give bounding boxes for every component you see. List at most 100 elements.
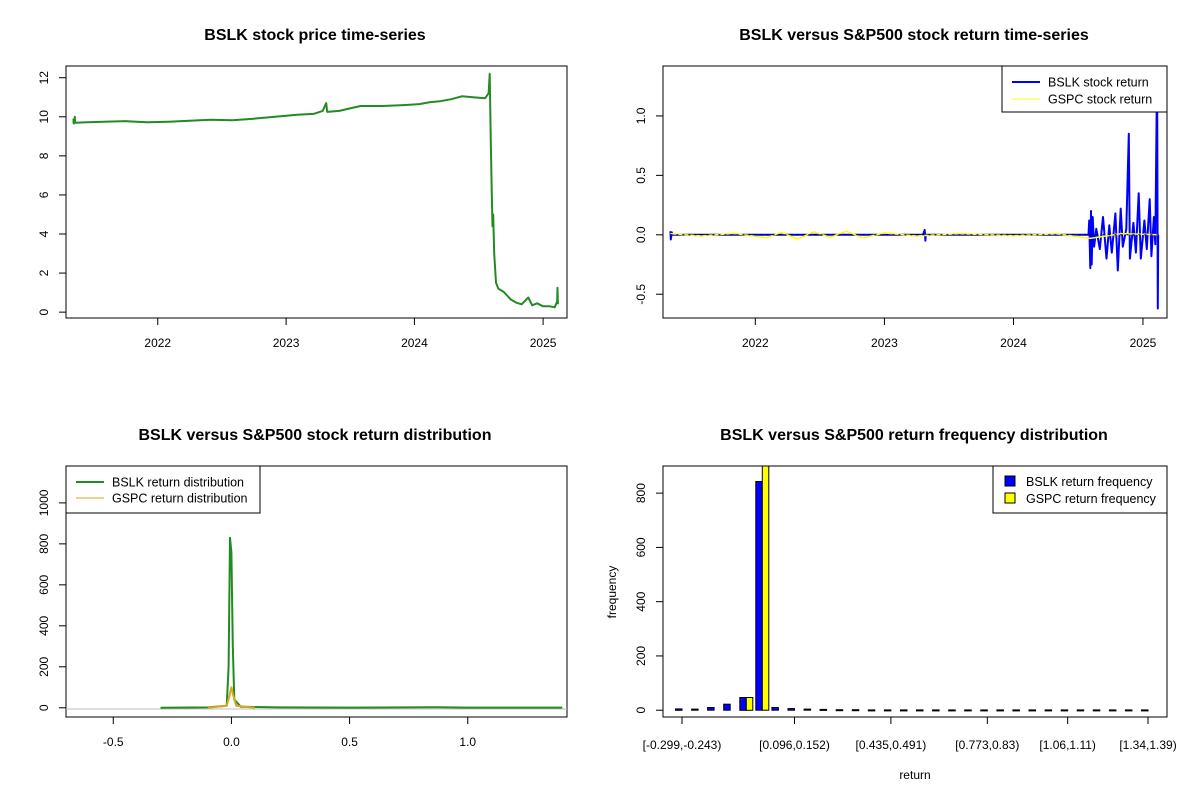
bar-bslk [851,709,860,712]
x-tick-label: 0.0 [223,735,240,749]
bar-bslk [1044,709,1053,712]
bar-bslk [964,709,972,712]
y-tick-label: 4 [37,230,51,237]
bar-bslk [867,709,876,712]
bar-bslk [675,708,683,711]
y-tick-label: 800 [37,534,51,554]
bar-bslk [1076,709,1085,712]
panel-frequency-distribution: BSLK versus S&P500 return frequency dist… [605,427,1177,782]
x-tick-label: 2024 [1000,336,1027,350]
legend: BSLK return frequency GSPC return freque… [992,465,1168,514]
y-tick-label: 0 [37,704,51,711]
plot-frame [65,465,568,718]
bar-bslk [803,708,812,711]
legend-box [992,465,1168,514]
y-tick-label: 12 [37,71,51,85]
bar-bslk [835,709,844,712]
y-tick-label: 10 [37,110,51,124]
axes: 2022 2023 2024 2025 0 2 4 6 8 10 12 [37,71,557,350]
bar-bslk [1028,709,1036,712]
y-tick-label: 200 [37,656,51,676]
bar-bslk [739,697,747,711]
x-tick-label: 0.5 [341,735,358,749]
y-axis-label: frequency [605,566,619,619]
bar-bslk [787,708,795,711]
series-line-bslk-density [160,536,563,709]
bars-group [675,465,1149,712]
bar-bslk [916,709,924,712]
x-tick-label: 2023 [871,336,898,350]
x-tick-label: [0.435,0.491) [856,738,927,752]
chart-title: BSLK versus S&P500 stock return time-ser… [739,27,1089,44]
bar-bslk [691,708,699,711]
bar-bslk [900,709,908,712]
y-tick-label: 600 [37,575,51,595]
series-line-bslk-return [669,67,1160,310]
series-group [160,536,563,709]
x-tick-label: 2025 [530,336,557,350]
legend-label: GSPC return frequency [1026,492,1157,506]
bar-bslk [883,709,892,712]
chart-title: BSLK stock price time-series [204,27,426,44]
plot-frame [65,65,568,319]
x-tick-label: 2022 [742,336,769,350]
y-tick-label: 0 [634,707,648,714]
bar-bslk [1108,709,1117,712]
plot-frame [662,65,1168,319]
bar-gspc [745,697,754,711]
y-tick-label: 0 [37,308,51,315]
bar-bslk [1124,709,1133,712]
chart-title: BSLK versus S&P500 return frequency dist… [720,427,1108,444]
plot-frame [662,465,1168,718]
bar-bslk [723,703,731,711]
series-group [72,72,559,309]
y-tick-label: 0.5 [634,167,648,184]
bar-bslk [932,709,940,712]
x-tick-label: [-0.299,-0.243) [643,738,722,752]
legend-label: GSPC stock return [1048,93,1152,107]
axes: -0.5 0.0 0.5 1.0 0 200 400 600 800 1000 [37,489,476,749]
y-tick-label: 8 [37,152,51,159]
y-tick-label: 600 [634,537,648,557]
series-group [669,67,1160,310]
bar-bslk [707,707,715,711]
x-tick-label: [0.096,0.152) [759,738,830,752]
y-tick-label: 400 [634,591,648,611]
panel-price-timeseries: BSLK stock price time-series 2022 2023 202… [37,27,568,350]
bar-bslk [1060,709,1069,712]
legend-label: BSLK stock return [1048,76,1149,90]
x-tick-label: [1.06,1.11) [1039,738,1095,752]
x-axis-label: return [899,768,930,782]
legend-box [1001,65,1168,113]
x-tick-label: [1.34,1.39) [1119,738,1176,752]
y-tick-label: 2 [37,269,51,276]
x-tick-label: 1.0 [459,735,476,749]
legend-label: BSLK return frequency [1026,475,1153,489]
x-tick-label: 2023 [273,336,300,350]
y-tick-label: 400 [37,615,51,635]
y-tick-label: 1.0 [634,107,648,124]
legend-box [65,465,261,514]
bar-bslk [980,709,988,712]
series-line-gspc-density [207,686,256,709]
y-tick-label: 800 [634,483,648,503]
y-tick-label: -0.5 [634,284,648,305]
bar-bslk [1012,709,1020,712]
x-tick-label: 2025 [1130,336,1157,350]
bar-gspc [761,465,770,711]
bar-bslk [1141,709,1149,712]
legend-label: GSPC return distribution [112,492,248,506]
bar-bslk [771,707,779,711]
legend: BSLK return distribution GSPC return dis… [65,465,261,514]
x-tick-label: 2022 [144,336,171,350]
chart-title: BSLK versus S&P500 stock return distribu… [139,427,492,444]
bar-bslk [948,709,956,712]
panel-return-distribution: BSLK versus S&P500 stock return distribu… [37,427,568,749]
axes: 2022 2023 2024 2025 -0.5 0.0 0.5 1.0 [634,107,1156,350]
legend-swatch [1004,492,1016,504]
x-tick-label: 2024 [401,336,428,350]
bar-bslk [1092,709,1101,712]
x-tick-label: [0.773,0.83) [955,738,1019,752]
legend: BSLK stock return GSPC stock return [1001,65,1168,113]
